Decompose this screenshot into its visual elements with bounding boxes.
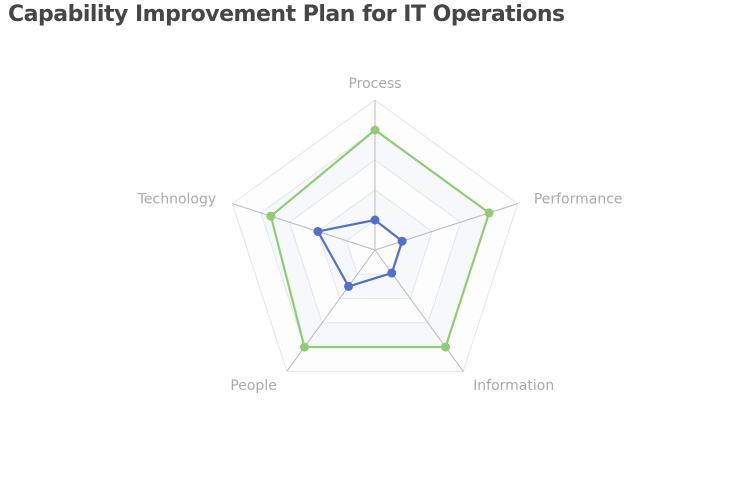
series-point-1 <box>344 281 354 291</box>
series-point-1 <box>370 215 380 225</box>
series-point-0 <box>266 211 276 221</box>
indicator-label: Performance <box>534 191 623 207</box>
indicator-label: Technology <box>137 191 216 207</box>
indicator-label: Information <box>473 378 554 394</box>
split-line <box>317 189 433 300</box>
series-point-0 <box>299 342 309 352</box>
axis-line <box>286 249 376 372</box>
series-point-0 <box>484 208 494 218</box>
series-line-1 <box>316 218 404 288</box>
series-point-0 <box>370 125 380 135</box>
split-line <box>231 99 519 372</box>
indicator-label: People <box>230 378 277 394</box>
indicator-label: Process <box>348 76 401 92</box>
axis-line <box>232 203 376 251</box>
series-point-1 <box>397 236 407 246</box>
series-line-0 <box>269 128 491 349</box>
series-point-1 <box>387 268 397 278</box>
chart-title: Capability Improvement Plan for IT Opera… <box>8 2 565 27</box>
series-point-1 <box>313 226 323 236</box>
split-line <box>288 159 462 324</box>
series-point-0 <box>441 342 451 352</box>
